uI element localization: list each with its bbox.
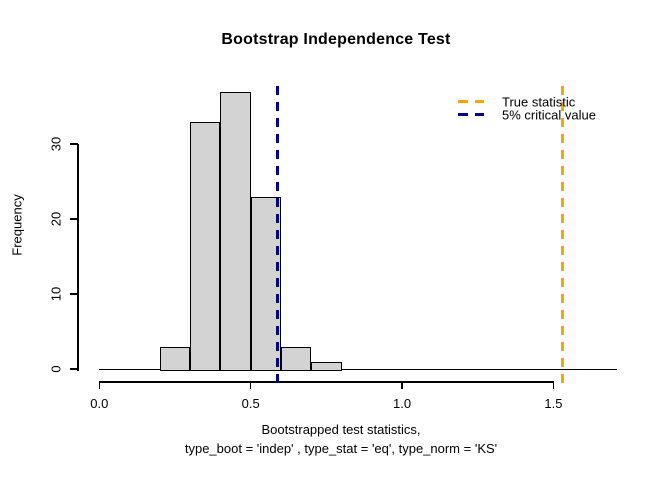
zero-baseline xyxy=(99,368,618,370)
critical-value-line xyxy=(276,86,280,390)
histogram-bar xyxy=(220,91,251,371)
x-tick xyxy=(249,381,252,389)
y-axis-line xyxy=(77,144,79,371)
x-tick xyxy=(98,381,101,389)
y-tick-label: 0 xyxy=(48,365,64,373)
legend-key xyxy=(458,100,484,103)
y-tick-label: 10 xyxy=(48,286,64,302)
y-tick xyxy=(70,143,78,145)
x-tick-label: 1.0 xyxy=(393,396,412,411)
legend-label: 5% critical value xyxy=(502,107,596,122)
true-statistic-line xyxy=(561,86,565,390)
histogram-bar xyxy=(159,346,191,371)
x-tick xyxy=(552,381,555,389)
x-tick xyxy=(401,381,403,389)
x-axis-title-line2: type_boot = 'indep' , type_stat = 'eq', … xyxy=(184,441,498,456)
x-axis-line xyxy=(99,381,554,383)
legend-label: True statistic xyxy=(502,94,576,109)
histogram-bar xyxy=(280,346,312,371)
y-axis-title: Frequency xyxy=(9,194,25,256)
chart-title: Bootstrap Independence Test xyxy=(221,31,451,48)
y-tick xyxy=(70,293,78,295)
y-tick xyxy=(70,218,78,220)
histogram-bar xyxy=(190,121,221,371)
x-tick-label: 0.0 xyxy=(90,396,109,411)
histogram-bar xyxy=(250,196,281,371)
legend-key xyxy=(458,113,484,116)
y-tick-label: 30 xyxy=(48,136,64,152)
x-axis-title-line1: Bootstrapped test statistics, xyxy=(261,422,421,437)
y-tick xyxy=(70,368,78,370)
y-tick-label: 20 xyxy=(48,211,64,227)
x-tick-label: 1.5 xyxy=(544,396,563,411)
histogram-bar xyxy=(311,361,342,371)
x-tick-label: 0.5 xyxy=(241,396,260,411)
